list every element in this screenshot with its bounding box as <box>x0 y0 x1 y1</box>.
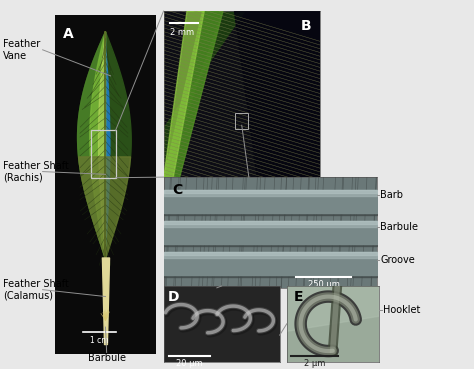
Text: C: C <box>172 183 182 197</box>
Polygon shape <box>99 32 105 259</box>
Text: Barb: Barb <box>380 190 403 200</box>
Text: Barbule: Barbule <box>88 353 126 363</box>
Text: 1 cm: 1 cm <box>90 335 109 345</box>
Polygon shape <box>164 11 204 179</box>
Polygon shape <box>78 32 105 259</box>
Text: Feather Shaft
(Rachis): Feather Shaft (Rachis) <box>3 161 69 182</box>
Text: Feather
Vane: Feather Vane <box>3 39 41 61</box>
Polygon shape <box>105 32 110 259</box>
Polygon shape <box>164 177 377 288</box>
Polygon shape <box>164 11 320 179</box>
Text: Hooklet: Hooklet <box>383 305 420 315</box>
Text: Feather Shaft
(Calamus): Feather Shaft (Calamus) <box>3 279 69 300</box>
Polygon shape <box>164 11 245 179</box>
Text: 2 μm: 2 μm <box>304 359 325 368</box>
Polygon shape <box>79 157 130 259</box>
Text: D: D <box>168 290 180 304</box>
Text: 20 μm: 20 μm <box>176 359 202 368</box>
Polygon shape <box>234 11 320 179</box>
Text: Barbule: Barbule <box>380 222 418 232</box>
Text: 250 μm: 250 μm <box>308 280 339 289</box>
FancyBboxPatch shape <box>54 6 157 363</box>
Polygon shape <box>287 286 379 331</box>
Polygon shape <box>287 286 379 362</box>
Text: B: B <box>301 20 312 34</box>
Polygon shape <box>78 32 131 259</box>
Text: Groove: Groove <box>380 255 415 265</box>
Polygon shape <box>90 32 105 259</box>
Text: A: A <box>63 27 73 41</box>
Text: 2 mm: 2 mm <box>170 28 194 37</box>
Polygon shape <box>164 11 223 179</box>
Text: E: E <box>294 290 304 304</box>
Polygon shape <box>164 286 280 362</box>
